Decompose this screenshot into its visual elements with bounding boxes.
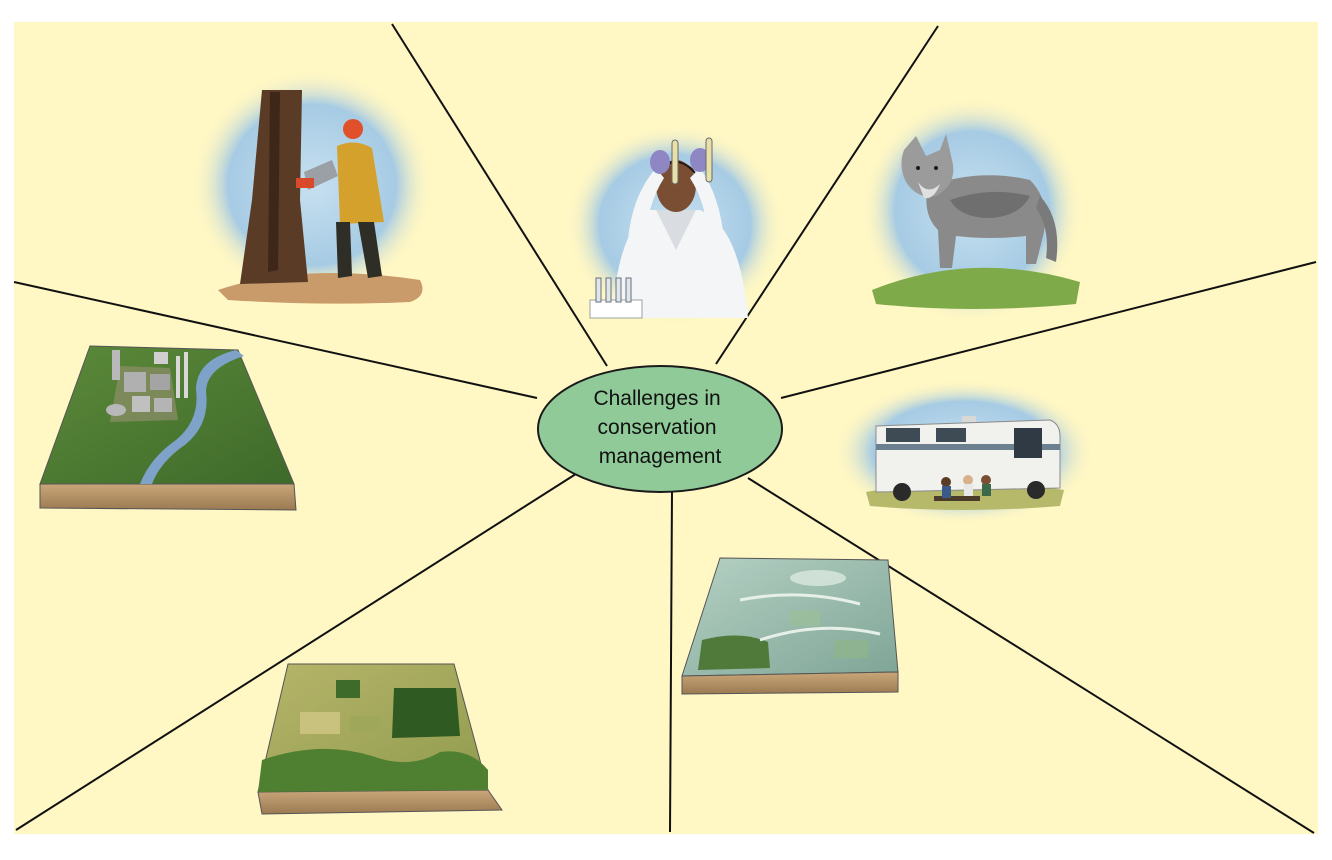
hub-label-line-2: conservation <box>598 416 717 439</box>
hub-label: Challenges in conservation management <box>593 387 726 468</box>
divider-line-bottom-right <box>747 477 1315 834</box>
hub-label-line-1: Challenges in <box>593 387 720 410</box>
divider-line-bottom-center <box>669 490 673 833</box>
logger-cutting-tree-illustration <box>192 70 432 304</box>
forest-fragments-farmland-block-illustration <box>257 663 503 815</box>
divider-lines <box>13 23 1317 834</box>
gray-wolf-illustration <box>862 98 1082 322</box>
divider-line-left <box>13 281 538 399</box>
hub-label-line-3: management <box>599 445 722 468</box>
hub-ellipse <box>537 365 783 493</box>
divider-line-bottom-left <box>15 471 580 831</box>
divider-line-top-right <box>715 25 939 365</box>
central-hub: Challenges in conservation management <box>537 365 783 493</box>
farmland-and-wetland-block-illustration <box>681 557 899 695</box>
recreational-vehicle-campers-illustration <box>834 380 1094 524</box>
divider-line-top-left <box>391 23 608 367</box>
industrial-site-river-block-illustration <box>39 345 297 511</box>
scientist-with-test-tubes-illustration <box>567 125 783 325</box>
divider-line-right <box>780 261 1317 399</box>
